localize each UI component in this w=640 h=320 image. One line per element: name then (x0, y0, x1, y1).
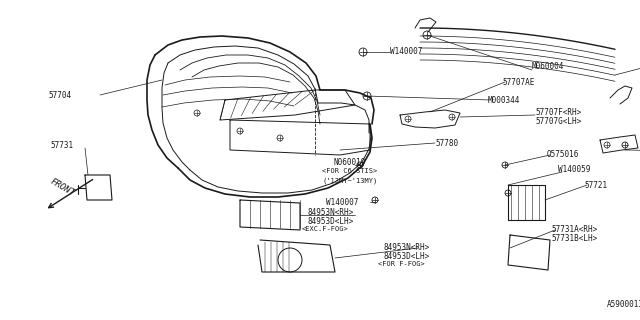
Text: 57721: 57721 (584, 181, 607, 190)
Text: W140059: W140059 (558, 165, 590, 174)
Text: 57704: 57704 (48, 91, 71, 100)
Text: 57707AE: 57707AE (502, 78, 534, 87)
Text: 57780: 57780 (435, 139, 458, 148)
Text: W140007: W140007 (390, 47, 422, 56)
Text: 57731A<RH>: 57731A<RH> (551, 225, 597, 234)
Text: W140007: W140007 (326, 198, 358, 207)
Text: <FOR C6,STIS>: <FOR C6,STIS> (322, 168, 377, 174)
Text: 84953D<LH>: 84953D<LH> (383, 252, 429, 261)
Text: 57731B<LH>: 57731B<LH> (551, 234, 597, 243)
Text: O575016: O575016 (547, 150, 579, 159)
Text: 84953N<RH>: 84953N<RH> (308, 208, 355, 217)
Text: 57731: 57731 (50, 141, 73, 150)
Text: M060004: M060004 (532, 62, 564, 71)
Text: <FOR F-FOG>: <FOR F-FOG> (378, 261, 425, 267)
Text: FRONT: FRONT (48, 177, 76, 199)
Text: 84953D<LH>: 84953D<LH> (308, 217, 355, 226)
Text: A590001356: A590001356 (607, 300, 640, 309)
Text: N060019: N060019 (333, 158, 365, 167)
Text: ('13MY~'13MY): ('13MY~'13MY) (322, 177, 377, 183)
Text: 57707F<RH>: 57707F<RH> (535, 108, 581, 117)
Text: 57707G<LH>: 57707G<LH> (535, 117, 581, 126)
Text: M000344: M000344 (488, 96, 520, 105)
Text: 84953N<RH>: 84953N<RH> (383, 243, 429, 252)
Text: <EXC.F-FOG>: <EXC.F-FOG> (302, 226, 349, 232)
